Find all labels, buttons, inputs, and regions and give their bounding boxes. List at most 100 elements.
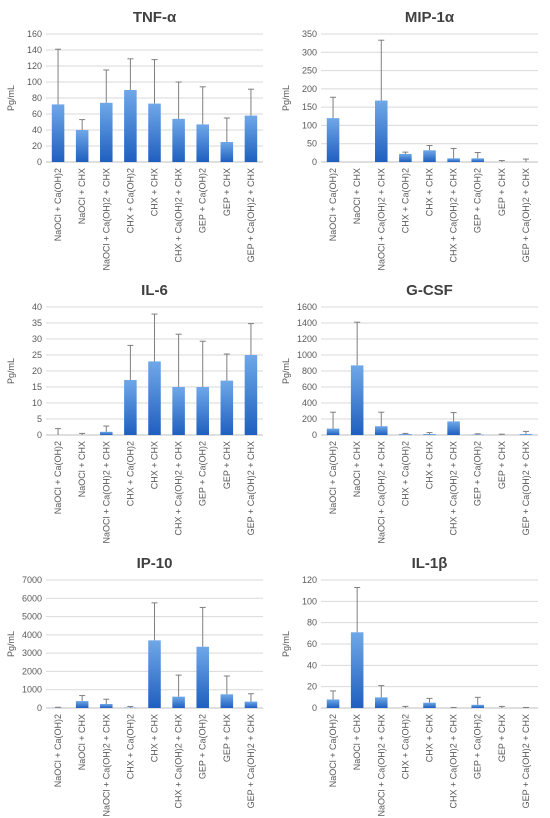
x-tick-label: CHX + Ca(OH)2 + CHX	[174, 714, 184, 809]
y-tick-label: 150	[302, 102, 317, 112]
y-tick-label: 0	[312, 157, 317, 167]
y-tick-label: 100	[302, 120, 317, 130]
y-tick-label: 100	[27, 77, 42, 87]
bar	[423, 434, 436, 435]
y-tick-label: 5000	[22, 612, 42, 622]
y-tick-label: 40	[32, 302, 42, 312]
x-tick-label: CHX + Ca(OH)2	[125, 168, 135, 233]
x-tick-label: CHX + Ca(OH)2	[125, 441, 135, 506]
x-tick-label: GEP + Ca(OH)2 + CHX	[246, 168, 256, 262]
bar	[375, 697, 388, 708]
bar	[51, 104, 65, 162]
x-tick-label: GEP + Ca(OH)2	[473, 168, 483, 233]
bar	[375, 426, 388, 435]
bar	[326, 118, 340, 162]
bar	[196, 646, 209, 708]
bar	[471, 158, 484, 162]
y-tick-label: 30	[32, 334, 42, 344]
y-tick-label: 100	[302, 596, 317, 606]
x-tick-label: NaOCl + CHX	[77, 714, 87, 770]
chart-title: IL-1β	[412, 555, 448, 572]
bar	[100, 703, 113, 708]
y-axis-label: Pg/mL	[281, 631, 291, 657]
x-tick-label: CHX + CHX	[150, 168, 160, 216]
x-tick-label: GEP + CHX	[222, 168, 232, 216]
bar	[220, 142, 234, 162]
x-tick-label: GEP + Ca(OH)2 + CHX	[246, 441, 256, 535]
x-tick-label: GEP + CHX	[222, 714, 232, 762]
y-tick-label: 0	[37, 430, 42, 440]
x-tick-label: NaOCl + Ca(OH)2 + CHX	[376, 168, 386, 271]
x-tick-label: GEP + Ca(OH)2	[473, 441, 483, 506]
bar	[172, 387, 185, 435]
y-tick-label: 0	[37, 157, 42, 167]
x-tick-label: GEP + Ca(OH)2	[198, 714, 208, 779]
y-tick-label: 120	[27, 61, 42, 71]
x-tick-label: CHX + CHX	[425, 168, 435, 216]
y-axis-label: Pg/mL	[6, 85, 16, 111]
y-tick-label: 7000	[22, 575, 42, 585]
bar	[148, 103, 161, 162]
y-tick-label: 20	[32, 141, 42, 151]
y-axis-label: Pg/mL	[6, 358, 16, 384]
y-tick-label: 0	[37, 703, 42, 713]
x-tick-label: NaOCl + Ca(OH)2	[53, 441, 63, 514]
x-tick-label: CHX + Ca(OH)2 + CHX	[174, 441, 184, 536]
x-tick-label: GEP + Ca(OH)2	[473, 714, 483, 779]
bar	[244, 355, 258, 435]
x-tick-label: NaOCl + Ca(OH)2	[53, 714, 63, 787]
bar	[148, 361, 161, 435]
y-tick-label: 600	[302, 382, 317, 392]
bar	[447, 158, 460, 162]
y-tick-label: 5	[37, 414, 42, 424]
y-tick-label: 60	[32, 109, 42, 119]
chart-panel-ip-10: IP-10 0 1000 2000 3000 4000 5000 6000 7000 Pg/mL N…	[0, 546, 275, 818]
y-tick-label: 50	[307, 139, 317, 149]
chart-svg: IL-1β 0 20 40 60 80 100 120 Pg/mL NaOCl + Ca(OH)2…	[281, 555, 538, 817]
y-tick-label: 300	[302, 47, 317, 57]
y-tick-label: 160	[27, 29, 42, 39]
y-tick-label: 200	[302, 84, 317, 94]
bar	[244, 115, 258, 162]
bar	[172, 118, 185, 162]
y-tick-label: 3000	[22, 648, 42, 658]
bar	[172, 696, 185, 708]
y-tick-label: 80	[307, 618, 317, 628]
bar	[75, 130, 89, 162]
bar	[399, 434, 412, 435]
bar	[220, 694, 234, 708]
x-tick-label: GEP + Ca(OH)2 + CHX	[521, 168, 531, 262]
bar	[375, 100, 388, 162]
chart-svg: G-CSF 0 200 400 600 800 1000 1200 1400 1600 Pg/mL N…	[281, 282, 538, 544]
y-tick-label: 35	[32, 318, 42, 328]
x-tick-label: CHX + CHX	[425, 441, 435, 489]
bar	[244, 701, 258, 708]
y-axis-label: Pg/mL	[281, 358, 291, 384]
bar	[350, 632, 364, 708]
bar	[519, 434, 533, 435]
x-tick-label: CHX + CHX	[150, 441, 160, 489]
x-tick-label: NaOCl + Ca(OH)2 + CHX	[101, 168, 111, 271]
x-tick-label: CHX + Ca(OH)2 + CHX	[449, 168, 459, 263]
bar	[196, 387, 209, 435]
y-tick-label: 350	[302, 29, 317, 39]
x-tick-label: NaOCl + Ca(OH)2	[328, 441, 338, 514]
chart-svg: IP-10 0 1000 2000 3000 4000 5000 6000 7000 Pg/mL N…	[6, 555, 263, 817]
x-tick-label: GEP + CHX	[497, 714, 507, 762]
y-tick-label: 20	[307, 682, 317, 692]
y-tick-label: 60	[307, 639, 317, 649]
y-tick-label: 6000	[22, 593, 42, 603]
y-tick-label: 0	[312, 703, 317, 713]
x-tick-label: GEP + Ca(OH)2 + CHX	[246, 714, 256, 808]
chart-svg: TNF-α 0 20 40 60 80 100 120 140 160 Pg/mL NaOCl + C…	[6, 9, 263, 271]
bar	[350, 365, 364, 435]
x-tick-label: GEP + Ca(OH)2 + CHX	[521, 714, 531, 808]
y-tick-label: 1600	[297, 302, 317, 312]
y-tick-label: 1000	[22, 685, 42, 695]
y-tick-label: 0	[312, 430, 317, 440]
x-tick-label: NaOCl + CHX	[352, 714, 362, 770]
bar	[447, 421, 460, 435]
y-tick-label: 1200	[297, 334, 317, 344]
y-tick-label: 140	[27, 45, 42, 55]
bar	[423, 702, 436, 708]
